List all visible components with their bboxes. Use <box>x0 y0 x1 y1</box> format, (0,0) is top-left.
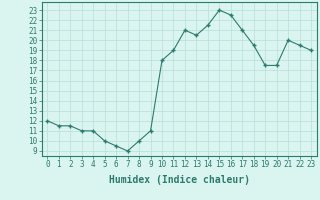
X-axis label: Humidex (Indice chaleur): Humidex (Indice chaleur) <box>109 175 250 185</box>
